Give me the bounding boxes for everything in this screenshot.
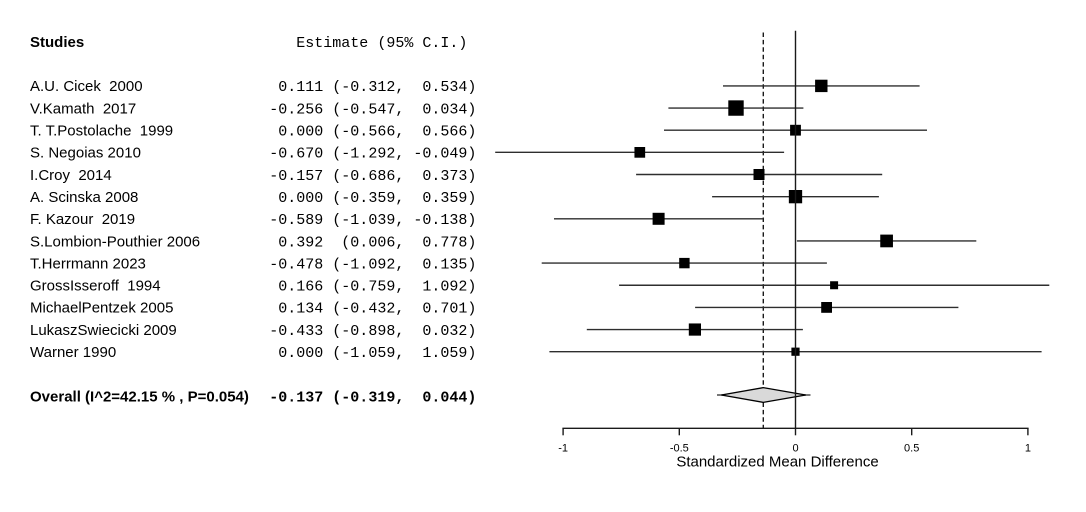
svg-text:-0.433 (-0.898, 0.032): -0.433 (-0.898, 0.032) — [269, 323, 476, 340]
svg-text:-0.670 (-1.292, -0.049): -0.670 (-1.292, -0.049) — [269, 146, 476, 163]
svg-text:0.166 (-0.759, 1.092): 0.166 (-0.759, 1.092) — [269, 279, 476, 296]
svg-text:1: 1 — [1025, 443, 1031, 455]
svg-text:-0.137 (-0.319, 0.044): -0.137 (-0.319, 0.044) — [269, 389, 476, 406]
svg-text:-0.256 (-0.547, 0.034): -0.256 (-0.547, 0.034) — [269, 101, 476, 118]
svg-text:0: 0 — [792, 443, 798, 455]
svg-text:I.Croy 2014: I.Croy 2014 — [30, 167, 112, 184]
svg-text:-1: -1 — [558, 443, 568, 455]
svg-text:0.392 (0.006, 0.778): 0.392 (0.006, 0.778) — [269, 234, 476, 251]
svg-text:0.111 (-0.312, 0.534): 0.111 (-0.312, 0.534) — [269, 79, 476, 96]
svg-text:V.Kamath 2017: V.Kamath 2017 — [30, 100, 136, 117]
svg-text:S. Negoias 2010: S. Negoias 2010 — [30, 145, 141, 162]
svg-text:0.000 (-1.059, 1.059): 0.000 (-1.059, 1.059) — [269, 345, 476, 362]
svg-text:T. T.Postolache 1999: T. T.Postolache 1999 — [30, 123, 173, 140]
svg-text:LukaszSwiecicki 2009: LukaszSwiecicki 2009 — [30, 322, 177, 339]
svg-text:F. Kazour 2019: F. Kazour 2019 — [30, 211, 135, 228]
svg-text:T.Herrmann 2023: T.Herrmann 2023 — [30, 255, 146, 272]
svg-text:-0.589 (-1.039, -0.138): -0.589 (-1.039, -0.138) — [269, 212, 476, 229]
svg-text:Estimate (95% C.I.): Estimate (95% C.I.) — [269, 35, 467, 52]
svg-text:0.5: 0.5 — [904, 443, 919, 455]
svg-text:Overall (I^2=42.15 % , P=0.054: Overall (I^2=42.15 % , P=0.054) — [30, 388, 249, 405]
svg-text:MichaelPentzek 2005: MichaelPentzek 2005 — [30, 300, 173, 317]
svg-text:0.134 (-0.432, 0.701): 0.134 (-0.432, 0.701) — [269, 301, 476, 318]
svg-text:-0.5: -0.5 — [670, 443, 689, 455]
svg-text:-0.157 (-0.686, 0.373): -0.157 (-0.686, 0.373) — [269, 168, 476, 185]
svg-text:S.Lombion-Pouthier 2006: S.Lombion-Pouthier 2006 — [30, 233, 200, 250]
svg-text:Standardized Mean Difference: Standardized Mean Difference — [676, 454, 878, 471]
svg-text:0.000 (-0.359, 0.359): 0.000 (-0.359, 0.359) — [269, 190, 476, 207]
svg-text:GrossIsseroff 1994: GrossIsseroff 1994 — [30, 278, 161, 295]
svg-text:Warner 1990: Warner 1990 — [30, 344, 116, 361]
svg-text:Studies: Studies — [30, 34, 84, 51]
svg-text:-0.478 (-1.092, 0.135): -0.478 (-1.092, 0.135) — [269, 256, 476, 273]
svg-text:0.000 (-0.566, 0.566): 0.000 (-0.566, 0.566) — [269, 124, 476, 141]
svg-text:A.U. Cicek 2000: A.U. Cicek 2000 — [30, 78, 143, 95]
svg-text:A. Scinska 2008: A. Scinska 2008 — [30, 189, 138, 206]
